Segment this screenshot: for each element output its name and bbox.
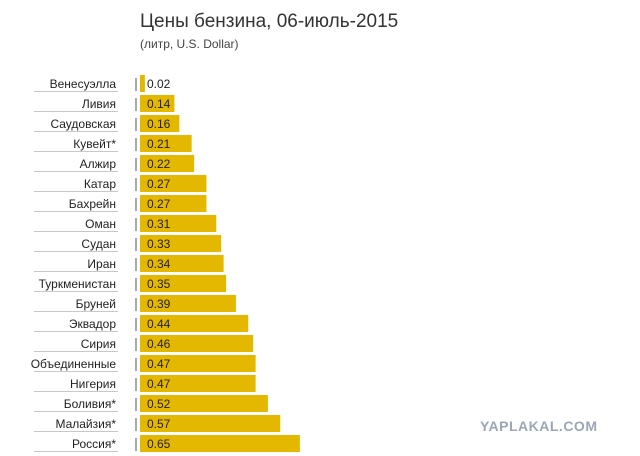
- value-label: 0.34: [147, 257, 171, 271]
- value-label: 0.44: [147, 317, 171, 331]
- category-label: Малайзия*: [55, 417, 116, 431]
- value-label: 0.57: [147, 417, 171, 431]
- bar-3: [140, 135, 192, 152]
- category-label: Бруней: [76, 297, 116, 311]
- bar-0: [140, 75, 145, 92]
- bar-7: [140, 215, 217, 232]
- bar-13: [140, 335, 254, 352]
- bar-10: [140, 275, 227, 292]
- value-label: 0.31: [147, 217, 171, 231]
- value-label: 0.39: [147, 297, 171, 311]
- bar-12: [140, 315, 249, 332]
- category-label: Нигерия: [70, 377, 116, 391]
- value-label: 0.27: [147, 177, 171, 191]
- bar-9: [140, 255, 224, 272]
- bar-6: [140, 195, 207, 212]
- value-label: 0.21: [147, 137, 171, 151]
- value-label: 0.22: [147, 157, 171, 171]
- category-label: Сирия: [81, 337, 116, 351]
- category-label: Катар: [84, 177, 116, 191]
- chart-subtitle: (литр, U.S. Dollar): [140, 37, 239, 51]
- category-label: Россия*: [72, 437, 116, 451]
- value-label: 0.52: [147, 397, 171, 411]
- category-label: Венесуэлла: [50, 77, 117, 91]
- value-label: 0.02: [147, 77, 171, 91]
- category-label: Иран: [87, 257, 116, 271]
- value-label: 0.47: [147, 377, 171, 391]
- bar-8: [140, 235, 222, 252]
- category-label: Кувейт*: [73, 137, 116, 151]
- category-label: Оман: [85, 217, 116, 231]
- chart-title: Цены бензина, 06-июль-2015: [140, 11, 399, 32]
- value-label: 0.14: [147, 97, 171, 111]
- category-label: Боливия*: [64, 397, 117, 411]
- bar-2: [140, 115, 180, 132]
- category-label: Объединенные: [31, 357, 117, 371]
- bar-17: [140, 415, 281, 432]
- value-label: 0.46: [147, 337, 171, 351]
- bars-group: Венесуэлла 0.02 Ливия 0.14 Саудовская 0.16 Кув…: [31, 75, 300, 452]
- bar-18: [140, 435, 300, 452]
- category-label: Туркменистан: [39, 277, 116, 291]
- category-label: Эквадор: [69, 317, 116, 331]
- bar-15: [140, 375, 256, 392]
- value-label: 0.27: [147, 197, 171, 211]
- bar-4: [140, 155, 195, 172]
- value-label: 0.65: [147, 437, 171, 451]
- category-label: Бахрейн: [69, 197, 116, 211]
- category-label: Алжир: [80, 157, 117, 171]
- bar-5: [140, 175, 207, 192]
- bar-1: [140, 95, 175, 112]
- value-label: 0.47: [147, 357, 171, 371]
- category-label: Судан: [81, 237, 116, 251]
- value-label: 0.16: [147, 117, 171, 131]
- value-label: 0.33: [147, 237, 171, 251]
- category-label: Ливия: [82, 97, 116, 111]
- bar-16: [140, 395, 268, 412]
- bar-11: [140, 295, 236, 312]
- watermark: YAPLAKAL.COM: [480, 418, 598, 434]
- value-label: 0.35: [147, 277, 171, 291]
- category-label: Саудовская: [50, 117, 116, 131]
- bar-14: [140, 355, 256, 372]
